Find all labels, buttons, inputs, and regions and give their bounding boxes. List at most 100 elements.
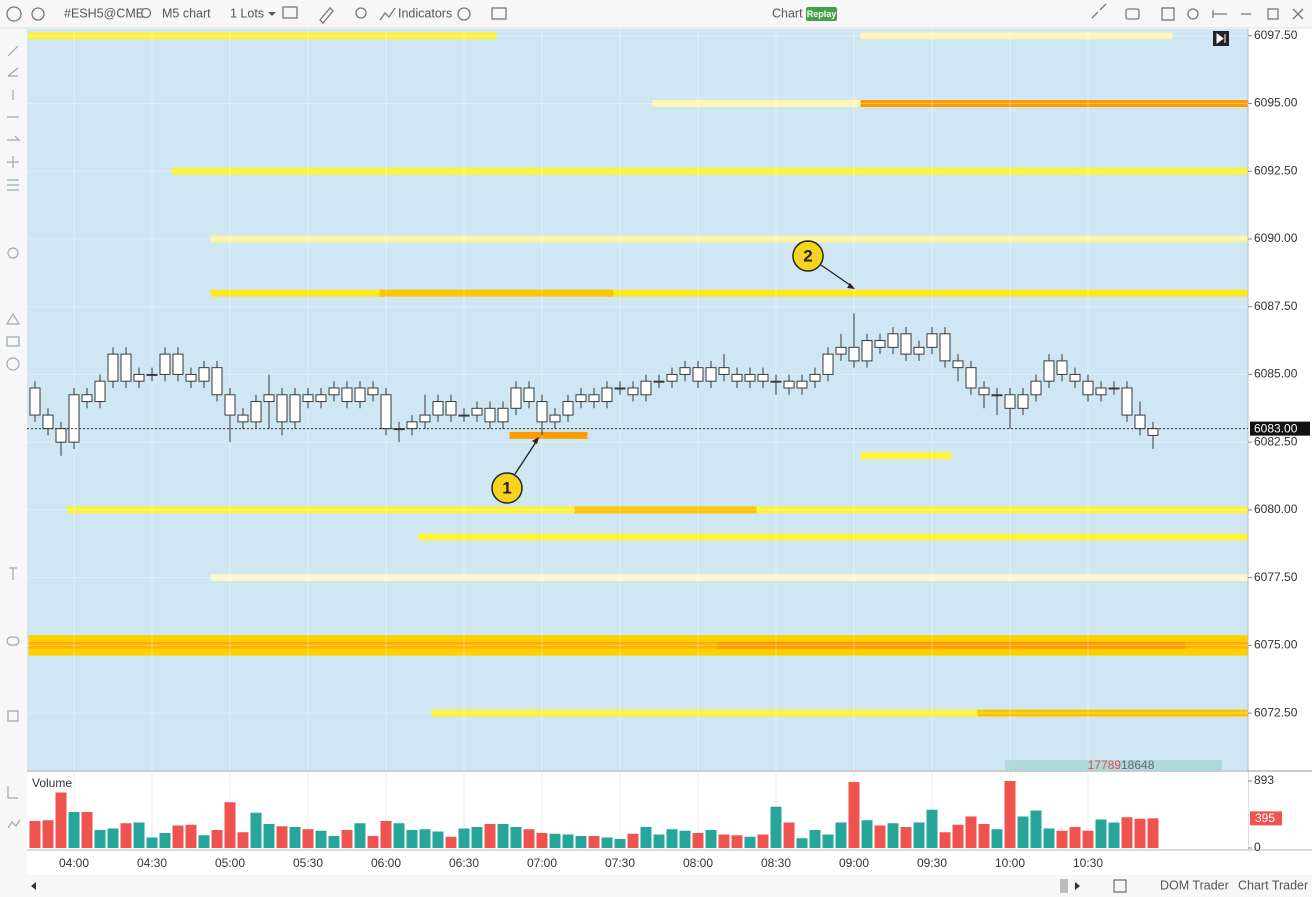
volume-bar (1134, 818, 1146, 848)
volume-bar (159, 832, 171, 848)
tool-line[interactable] (7, 45, 19, 57)
annotation-2: 2 (792, 240, 855, 289)
volume-bar (575, 835, 587, 848)
volume-bar (1147, 818, 1159, 848)
symbol-icon[interactable] (31, 7, 45, 21)
search-icon[interactable] (140, 7, 152, 19)
replay-badge[interactable] (806, 7, 837, 21)
y-tick-label: 6072.50 (1254, 705, 1298, 719)
app-logo[interactable] (6, 6, 22, 22)
candle-body (172, 353, 184, 375)
candle-body (55, 428, 67, 443)
volume-bar (133, 822, 145, 848)
replay-label[interactable]: Replay (807, 9, 837, 19)
dom-trader-tab[interactable]: DOM Trader (1160, 878, 1229, 892)
calendar-icon[interactable] (1113, 879, 1127, 893)
candle-body (1147, 428, 1159, 436)
candle-body (302, 394, 314, 403)
timeframe[interactable]: M5 chart (162, 6, 211, 20)
pin-icon[interactable] (1212, 10, 1227, 18)
y-tick-label: 6085.00 (1254, 367, 1298, 381)
scroll-to-end-icon[interactable] (1216, 33, 1226, 44)
scrollbar-thumb[interactable] (1060, 879, 1068, 893)
tool-circle[interactable] (7, 247, 19, 259)
volume-bar (1069, 826, 1081, 848)
volume-bar (211, 829, 223, 848)
candle-body (744, 373, 756, 382)
tool-triangle[interactable] (5, 312, 21, 325)
candle-body (276, 394, 288, 423)
heatmap (28, 32, 1248, 717)
tool-rect[interactable] (6, 336, 20, 347)
tool-trend[interactable] (7, 819, 21, 829)
x-tick-label: 06:30 (449, 856, 479, 870)
candle-body (770, 380, 782, 383)
candle-body (211, 367, 223, 396)
screenshot-icon[interactable] (1125, 8, 1140, 20)
scroll-left[interactable] (31, 882, 36, 890)
layout-icon[interactable] (491, 7, 507, 20)
candle-body (510, 387, 522, 409)
volume-bar (1056, 830, 1068, 848)
volume-bar (952, 824, 964, 848)
volume-bar (1030, 810, 1042, 848)
candle-body (991, 394, 1003, 397)
candle-body (796, 380, 808, 389)
candle-body (94, 380, 106, 403)
chart-type-icon[interactable] (282, 6, 298, 19)
candle-body (939, 333, 951, 362)
tool-text[interactable] (9, 567, 17, 580)
candle-body (900, 333, 912, 355)
y-tick-label: 6077.50 (1254, 570, 1298, 584)
volume-bar (718, 834, 730, 848)
indicators-button[interactable]: Indicators (398, 6, 452, 20)
lots[interactable]: 1 Lots (230, 6, 264, 20)
candle-body (432, 401, 444, 416)
settings-icon[interactable] (1187, 8, 1199, 20)
chart-trader-tab[interactable]: Chart Trader (1238, 878, 1308, 892)
y-tick-label: 6095.00 (1254, 96, 1298, 110)
volume-bar (315, 830, 327, 848)
fullscreen-icon[interactable] (1161, 7, 1175, 21)
y-tick-label: 6087.50 (1254, 299, 1298, 313)
zoom-icon[interactable] (355, 7, 367, 19)
candle-body (133, 373, 145, 382)
tool-channel[interactable] (7, 179, 19, 191)
tool-angle[interactable] (7, 67, 19, 77)
tool-ray[interactable] (7, 135, 21, 141)
candle-body (887, 333, 899, 348)
scroll-right[interactable] (1075, 882, 1080, 890)
volume-title: Volume (32, 776, 72, 790)
tool-measure[interactable] (7, 786, 18, 799)
volume-bar (679, 830, 691, 848)
indicators-icon[interactable] (379, 7, 396, 21)
dropdown-arrow[interactable] (268, 12, 276, 16)
x-tick-label: 09:30 (917, 856, 947, 870)
volume-bar (692, 832, 704, 848)
annotation-label: 2 (803, 246, 812, 265)
x-tick-label: 07:30 (605, 856, 635, 870)
candle-body (107, 353, 119, 382)
tool-cross[interactable] (7, 156, 19, 168)
volume-bar (705, 829, 717, 848)
volume-bar (380, 820, 392, 848)
symbol[interactable]: #ESH5@CME (64, 6, 144, 20)
volume-bar (471, 826, 483, 848)
tool-note[interactable] (6, 636, 20, 646)
maximize-button[interactable] (1267, 8, 1279, 20)
heatmap-band (977, 709, 1248, 717)
close-button[interactable] (1292, 8, 1304, 20)
draw-icon[interactable] (319, 7, 334, 24)
volume-bar (302, 829, 314, 848)
crosshair-icon[interactable] (457, 7, 471, 21)
tool-square[interactable] (7, 710, 19, 722)
volume-bar (744, 836, 756, 848)
volume-bar (276, 826, 288, 848)
candle-body (822, 353, 834, 375)
volume-bar (328, 835, 340, 848)
collapse-icon[interactable] (1091, 3, 1107, 19)
tool-ellipse[interactable] (6, 357, 20, 371)
volume-bar (913, 822, 925, 848)
volume-bar (783, 822, 795, 848)
